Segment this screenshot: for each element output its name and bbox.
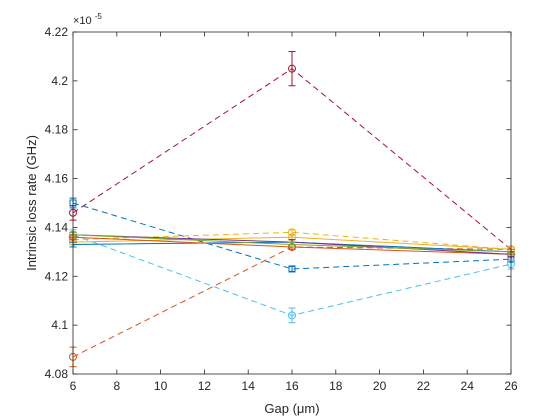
y-exponent-base: ×10: [73, 15, 92, 27]
x-tick-label: 12: [198, 379, 212, 393]
x-tick-label: 14: [242, 379, 256, 393]
y-tick-label: 4.08: [45, 367, 69, 381]
data-point: [288, 311, 296, 320]
y-tick-label: 4.1: [51, 318, 68, 332]
y-exponent-power: -5: [95, 12, 103, 21]
error-bar: [288, 266, 296, 272]
y-exponent-label: ×10 -5: [73, 12, 102, 27]
y-tick-label: 4.2: [51, 74, 68, 88]
y-tick-label: 4.12: [45, 269, 69, 283]
x-tick-label: 20: [373, 379, 387, 393]
data-point: [288, 64, 296, 73]
data-point: [288, 265, 296, 273]
x-tick-label: 16: [285, 379, 299, 393]
x-tick-label: 8: [113, 379, 120, 393]
data-point: [287, 242, 297, 252]
error-bar: [288, 307, 296, 324]
y-tick-label: 4.14: [45, 220, 69, 234]
y-axis-label: Intrinsic loss rate (GHz): [24, 135, 39, 271]
y-tick-label: 4.18: [45, 123, 69, 137]
x-tick-label: 18: [329, 379, 343, 393]
x-tick-label: 10: [154, 379, 168, 393]
y-tick-label: 4.16: [45, 172, 69, 186]
series-layer: [68, 51, 516, 368]
x-tick-label: 24: [461, 379, 475, 393]
error-bar: [288, 51, 296, 87]
x-tick-label: 6: [70, 379, 77, 393]
series-line: [72, 202, 512, 270]
x-axis-label: Gap (μm): [264, 401, 319, 416]
y-tick-label: 4.22: [45, 25, 69, 39]
axes-layer: 6 8 10 12 14 16 18 20 22 24 26 4.08 4.1 4.12 4.14 4.16 4…: [45, 25, 518, 393]
x-tick-label: 26: [504, 379, 518, 393]
x-tick-label: 22: [417, 379, 431, 393]
